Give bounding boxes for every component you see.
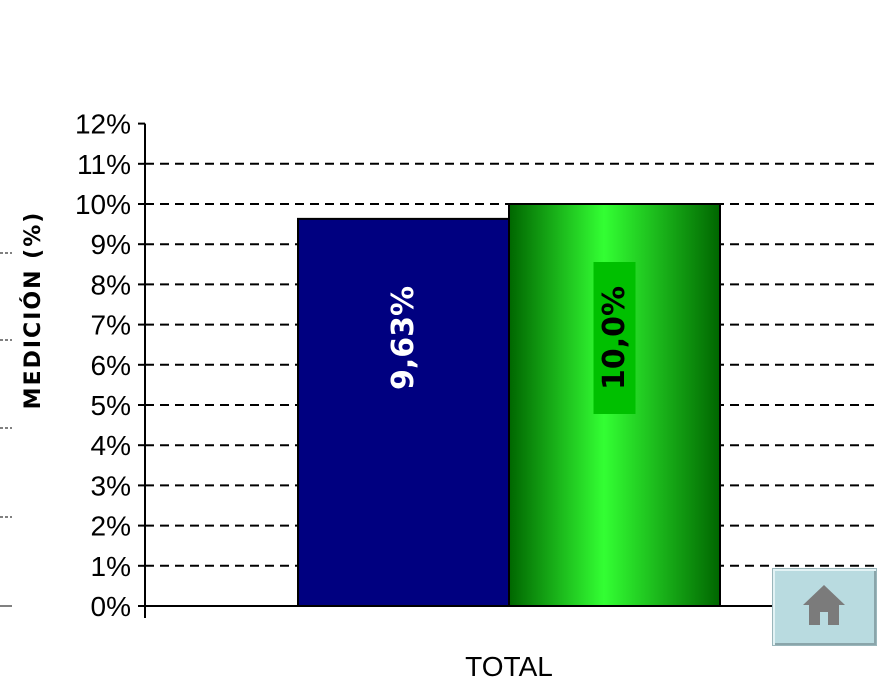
- home-icon: [803, 585, 845, 625]
- y-tick-label: 2%: [91, 511, 131, 542]
- y-tick-label: 9%: [91, 229, 131, 260]
- data-label-background: [593, 262, 636, 414]
- y-tick-label: 0%: [91, 591, 131, 622]
- y-tick-label: 11%: [77, 149, 131, 180]
- y-tick-label: 6%: [91, 350, 131, 381]
- bar-series-1: [297, 217, 510, 607]
- y-tick-label: 4%: [91, 430, 131, 461]
- labels: 9,63% 10,0% MEDICIÓN (%) TOTAL: [20, 211, 636, 680]
- y-tick-label: 3%: [91, 470, 131, 501]
- y-tick-label: 7%: [91, 310, 131, 341]
- home-button[interactable]: [772, 568, 877, 646]
- data-label-series-2: 10,0%: [597, 286, 632, 390]
- y-tick-label: 10%: [75, 189, 131, 220]
- y-tick-label: 12%: [75, 109, 131, 140]
- y-tick-label: 5%: [91, 390, 131, 421]
- y-axis-ticks: 0% 1% 2% 3% 4% 5% 6% 7% 8% 9% 10% 11% 12%: [75, 109, 145, 622]
- data-label-series-1: 9,63%: [386, 286, 421, 390]
- y-tick-label: 8%: [91, 269, 131, 300]
- left-edge-ticks: [0, 252, 12, 607]
- bars: [297, 203, 721, 607]
- axes: [0, 123, 877, 618]
- y-axis-label: MEDICIÓN (%): [20, 211, 46, 410]
- x-category-label: TOTAL: [465, 651, 553, 680]
- y-tick-label: 1%: [91, 551, 131, 582]
